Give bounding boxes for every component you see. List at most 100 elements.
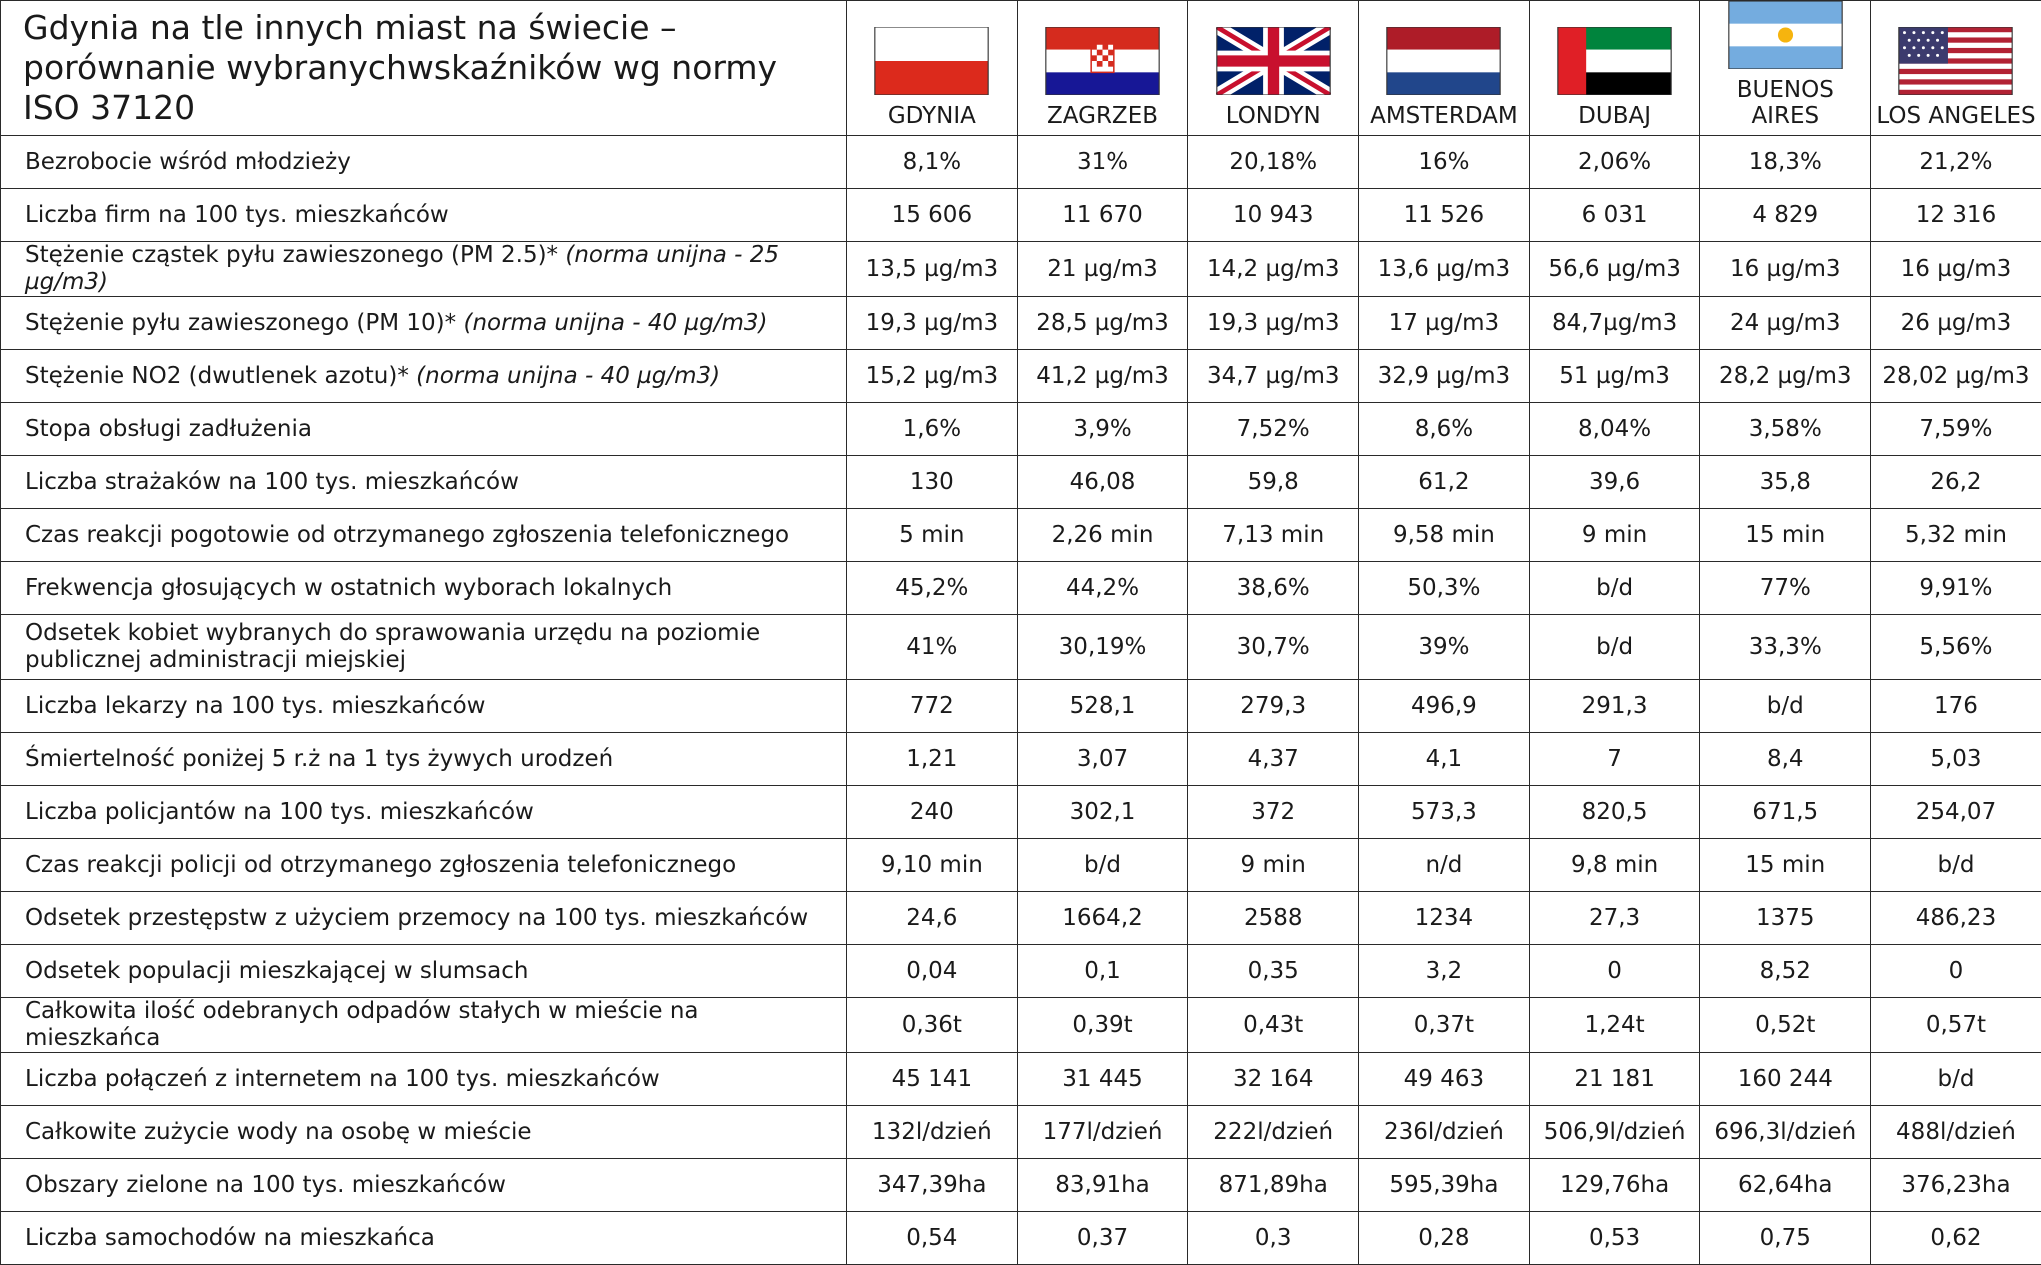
row-label-cell: Liczba firm na 100 tys. mieszkańców [1,189,847,242]
row-label: Śmiertelność poniżej 5 r.ż na 1 tys żywy… [25,746,613,772]
row-note: (norma unijna - 40 µg/m3) [416,363,720,389]
value-cell: 19,3 µg/m3 [847,297,1018,350]
value-cell: 15 min [1700,509,1871,562]
table-row: Stężenie NO2 (dwutlenek azotu)* (norma u… [1,350,2041,403]
row-label-cell: Frekwencja głosujących w ostatnich wybor… [1,562,847,615]
value-cell: 32 164 [1188,1053,1359,1106]
value-cell: 347,39ha [847,1159,1018,1212]
value-cell: 8,52 [1700,945,1871,998]
value-cell: 13,6 µg/m3 [1359,242,1530,297]
value-cell: 51 µg/m3 [1529,350,1700,403]
row-label-cell: Czas reakcji policji od otrzymanego zgło… [1,839,847,892]
value-cell: 21 µg/m3 [1017,242,1188,297]
value-cell: 8,6% [1359,403,1530,456]
value-cell: 50,3% [1359,562,1530,615]
value-cell: 11 526 [1359,189,1530,242]
value-cell: 240 [847,786,1018,839]
table-row: Całkowite zużycie wody na osobę w mieści… [1,1106,2041,1159]
flag-netherlands [1386,27,1501,95]
title: Gdynia na tle innych miast na świecie – … [1,1,847,136]
row-label: Liczba połączeń z internetem na 100 tys.… [25,1066,660,1092]
value-cell: 10 943 [1188,189,1359,242]
value-cell: 820,5 [1529,786,1700,839]
row-label-cell: Liczba strażaków na 100 tys. mieszkańców [1,456,847,509]
value-cell: 176 [1871,680,2041,733]
value-cell: 0 [1871,945,2041,998]
value-cell: b/d [1017,839,1188,892]
value-cell: 222l/dzień [1188,1106,1359,1159]
value-cell: 45 141 [847,1053,1018,1106]
value-cell: 6 031 [1529,189,1700,242]
value-cell: 59,8 [1188,456,1359,509]
value-cell: 83,91ha [1017,1159,1188,1212]
value-cell: b/d [1529,615,1700,680]
value-cell: 528,1 [1017,680,1188,733]
value-cell: 376,23ha [1871,1159,2041,1212]
value-cell: b/d [1871,839,2041,892]
value-cell: 7,52% [1188,403,1359,456]
value-cell: 5,03 [1871,733,2041,786]
row-label: Obszary zielone na 100 tys. mieszkańców [25,1172,506,1198]
table-row: Odsetek kobiet wybranych do sprawowania … [1,615,2041,680]
row-label: Stopa obsługi zadłużenia [25,416,312,442]
row-label: Liczba samochodów na mieszkańca [25,1225,435,1251]
city-name: AMSTERDAM [1370,103,1518,129]
value-cell: 16 µg/m3 [1871,242,2041,297]
value-cell: 0,52t [1700,998,1871,1053]
row-label-cell: Liczba policjantów na 100 tys. mieszkańc… [1,786,847,839]
value-cell: 31% [1017,136,1188,189]
row-label: Frekwencja głosujących w ostatnich wybor… [25,575,672,601]
value-cell: 33,3% [1700,615,1871,680]
value-cell: 696,3l/dzień [1700,1106,1871,1159]
value-cell: 44,2% [1017,562,1188,615]
row-label: Stężenie cząstek pyłu zawieszonego (PM 2… [25,242,558,268]
value-cell: 5 min [847,509,1018,562]
row-label-cell: Odsetek populacji mieszkającej w slumsac… [1,945,847,998]
row-label-cell: Czas reakcji pogotowie od otrzymanego zg… [1,509,847,562]
value-cell: 9,91% [1871,562,2041,615]
value-cell: 573,3 [1359,786,1530,839]
table-row: Liczba policjantów na 100 tys. mieszkańc… [1,786,2041,839]
value-cell: 1234 [1359,892,1530,945]
value-cell: 26 µg/m3 [1871,297,2041,350]
value-cell: b/d [1871,1053,2041,1106]
row-label-cell: Stopa obsługi zadłużenia [1,403,847,456]
value-cell: 496,9 [1359,680,1530,733]
value-cell: 1,24t [1529,998,1700,1053]
value-cell: 4 829 [1700,189,1871,242]
value-cell: 24 µg/m3 [1700,297,1871,350]
city-header: AMSTERDAM [1359,1,1530,136]
table-row: Śmiertelność poniżej 5 r.ż na 1 tys żywy… [1,733,2041,786]
flag-poland [874,27,989,95]
value-cell: 595,39ha [1359,1159,1530,1212]
flag-usa [1898,27,2013,95]
value-cell: 0,57t [1871,998,2041,1053]
value-cell: 4,1 [1359,733,1530,786]
value-cell: 254,07 [1871,786,2041,839]
value-cell: 24,6 [847,892,1018,945]
value-cell: 18,3% [1700,136,1871,189]
value-cell: 0,35 [1188,945,1359,998]
row-label: Czas reakcji pogotowie od otrzymanego zg… [25,522,789,548]
value-cell: 160 244 [1700,1053,1871,1106]
value-cell: 28,2 µg/m3 [1700,350,1871,403]
value-cell: 15 606 [847,189,1018,242]
row-label: Odsetek przestępstw z użyciem przemocy n… [25,905,808,931]
value-cell: 39,6 [1529,456,1700,509]
value-cell: 11 670 [1017,189,1188,242]
value-cell: 0 [1529,945,1700,998]
table-row: Liczba firm na 100 tys. mieszkańców 15 60… [1,189,2041,242]
city-header: GDYNIA [847,1,1018,136]
value-cell: 14,2 µg/m3 [1188,242,1359,297]
value-cell: 1,21 [847,733,1018,786]
value-cell: 488l/dzień [1871,1106,2041,1159]
value-cell: 46,08 [1017,456,1188,509]
value-cell: 61,2 [1359,456,1530,509]
header-row: Gdynia na tle innych miast na świecie – … [1,1,2041,136]
row-label: Liczba firm na 100 tys. mieszkańców [25,202,449,228]
row-label: Liczba lekarzy na 100 tys. mieszkańców [25,693,485,719]
value-cell: 129,76ha [1529,1159,1700,1212]
table-row: Liczba strażaków na 100 tys. mieszkańców… [1,456,2041,509]
